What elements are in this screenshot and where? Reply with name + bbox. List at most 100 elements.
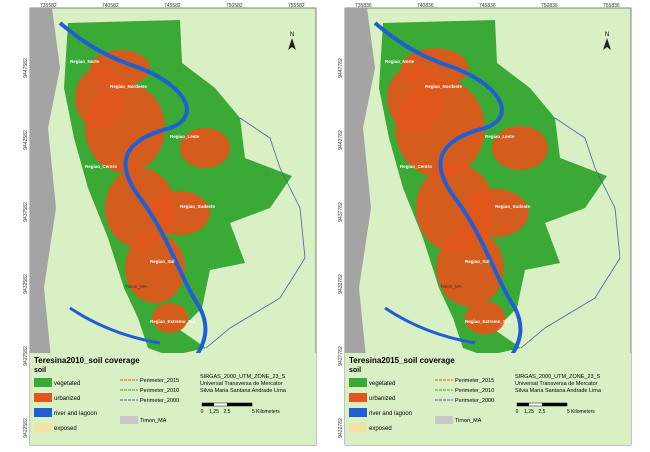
region-label: Regiao_Extremo_Sul [465, 319, 510, 324]
legend-label: exposed [369, 426, 392, 432]
north-label: N [290, 32, 294, 38]
y-coordinate-label: 9437582 [23, 202, 29, 222]
river [373, 21, 523, 360]
map-panel: 735582 740582 745582 750582 755582 9447582 944… [23, 3, 317, 446]
region-label: Regiao_Centro [400, 164, 432, 169]
region-label: Regiao_Centro [85, 164, 117, 169]
y-coordinate-label: 9432582 [23, 274, 29, 294]
legend-swatch [349, 378, 367, 387]
urban-patch [152, 303, 188, 333]
legend-swatch [349, 393, 367, 402]
region-label: Regiao_Leste [170, 134, 200, 139]
legend-swatch [435, 416, 453, 424]
urban-patch [492, 126, 548, 170]
legend-box [30, 353, 316, 445]
urban-patch [180, 128, 230, 168]
legend-label: urbanized [369, 396, 395, 402]
legend-title: Teresina2015_soil coverage [349, 356, 455, 365]
y-coordinate-label: 9447582 [23, 58, 29, 78]
region-label: Regiao_Sul [465, 259, 490, 264]
legend-swatch [34, 393, 52, 402]
legend-swatch [34, 408, 52, 417]
legend-subtitle: soil [349, 367, 361, 374]
y-coordinate-label: 9442782 [338, 130, 344, 150]
urban-patch [125, 233, 185, 303]
y-coordinate-label: 9437782 [338, 202, 344, 222]
legend-label: Perimeter_2015 [455, 378, 494, 384]
legend-label: river and lagoon [54, 411, 97, 417]
y-coordinate-label: 9442582 [23, 130, 29, 150]
legend-title: Teresina2010_soil coverage [34, 356, 140, 365]
x-coordinate-label: 740582 [102, 3, 119, 9]
legend-swatch [120, 416, 138, 424]
x-coordinate-label: 750836 [541, 3, 558, 9]
river [384, 306, 476, 345]
perimeter-line [205, 117, 306, 349]
legend-swatch [349, 423, 367, 432]
scale-label: 2,5 [224, 409, 231, 415]
x-coordinate-label: 745836 [479, 3, 496, 9]
x-coordinate-label: 735836 [355, 3, 372, 9]
legend-label: Perimeter_2000 [140, 398, 179, 404]
north-arrow [603, 38, 611, 50]
y-coordinate-label: 9422582 [23, 418, 29, 438]
legend-label: Perimeter_2010 [455, 388, 494, 394]
x-coordinate-label: 740836 [417, 3, 434, 9]
scale-label: 0 [516, 409, 519, 415]
x-coordinate-label: 750582 [226, 3, 243, 9]
region-label: Regiao_Sul [150, 259, 175, 264]
y-coordinate-label: 9422782 [338, 418, 344, 438]
scale-label: 5 Kilometers [567, 409, 595, 415]
legend-label: vegetated [369, 381, 395, 387]
projection-text: Silvia Maria Santana Andrade Lima [200, 388, 287, 394]
projection-text: SIRGAS_2000_UTM_ZONE_23_S [515, 374, 601, 380]
projection-text: Silvia Maria Santana Andrade Lima [515, 388, 602, 394]
urban-patch [464, 301, 506, 335]
scale-label: 1,25 [209, 409, 219, 415]
legend-box [345, 353, 631, 445]
legend-label: vegetated [54, 381, 80, 387]
region-label: Regiao_Extremo_Sul [150, 319, 195, 324]
x-coordinate-label: 755836 [603, 3, 620, 9]
urban-patch [90, 50, 150, 86]
legend-label: Perimeter_2015 [140, 378, 179, 384]
y-coordinate-label: 9432782 [338, 274, 344, 294]
region-label: Regiao_Sudeste [180, 204, 216, 209]
x-coordinate-label: 755582 [288, 3, 305, 9]
urban-patch [461, 188, 529, 238]
projection-text: Universal Transversa de Mercator [515, 381, 598, 387]
scale-label: 1,25 [524, 409, 534, 415]
region-label: Regiao_Norte [385, 59, 415, 64]
x-coordinate-label: 745582 [164, 3, 181, 9]
scale-bar [227, 403, 252, 406]
legend-swatch [34, 378, 52, 387]
scale-bar [542, 403, 567, 406]
urban-patch [401, 48, 469, 88]
y-coordinate-label: 9427582 [23, 346, 29, 366]
urban-patch [150, 191, 210, 235]
legend-label: river and lagoon [369, 411, 412, 417]
legend-subtitle: soil [34, 367, 46, 374]
legend-label: Perimeter_2010 [140, 388, 179, 394]
region-label: Regiao_Nordeste [425, 84, 463, 89]
legend-swatch [349, 408, 367, 417]
projection-text: Universal Transversa de Mercator [200, 381, 283, 387]
scale-bar [202, 403, 214, 406]
legend-label: Timon_MA [455, 418, 482, 424]
region-label: Regiao_Sudeste [495, 204, 531, 209]
perimeter-line [520, 117, 621, 349]
neighbor-map-label: Timon_MA [440, 284, 462, 289]
scale-label: 2,5 [539, 409, 546, 415]
region-label: Regiao_Leste [485, 134, 515, 139]
legend-label: Perimeter_2000 [455, 398, 494, 404]
north-label: N [605, 32, 609, 38]
legend-swatch [34, 423, 52, 432]
y-coordinate-label: 9447782 [338, 58, 344, 78]
river [69, 306, 161, 345]
scale-bar [517, 403, 529, 406]
map-panel: 735836 740836 745836 750836 755836 9447782 944… [338, 3, 632, 446]
neighbor-land [30, 8, 60, 445]
projection-text: SIRGAS_2000_UTM_ZONE_23_S [200, 374, 286, 380]
x-coordinate-label: 735582 [40, 3, 57, 9]
